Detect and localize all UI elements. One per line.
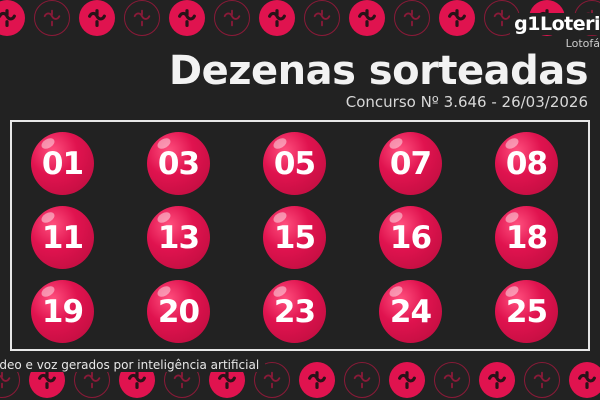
number-ball: 23	[263, 280, 326, 343]
dollar-coin-icon	[349, 0, 385, 36]
number-ball: 13	[147, 206, 210, 269]
number-ball: 01	[31, 132, 94, 195]
dollar-coin-icon	[214, 0, 250, 36]
dollar-coin-icon	[439, 0, 475, 36]
contest-info: Concurso Nº 3.646 - 26/03/2026	[345, 93, 588, 111]
dollar-coin-icon	[259, 0, 295, 36]
dollar-coin-icon	[434, 362, 470, 398]
dollar-coin-icon	[79, 0, 115, 36]
number-ball: 11	[31, 206, 94, 269]
dollar-coin-icon	[124, 0, 160, 36]
numbers-panel	[10, 120, 590, 351]
page-title: Dezenas sorteadas	[168, 48, 589, 94]
number-ball: 08	[495, 132, 558, 195]
dollar-coin-icon	[524, 362, 560, 398]
number-ball: 24	[379, 280, 442, 343]
number-ball: 15	[263, 206, 326, 269]
dollar-coin-icon	[479, 362, 515, 398]
dollar-coin-icon	[389, 362, 425, 398]
dollar-coin-icon	[344, 362, 380, 398]
number-ball: 05	[263, 132, 326, 195]
dollar-coin-icon	[299, 362, 335, 398]
dollar-coin-icon	[569, 362, 600, 398]
dollar-coin-icon	[0, 0, 25, 36]
number-ball: 18	[495, 206, 558, 269]
number-ball: 20	[147, 280, 210, 343]
number-ball: 16	[379, 206, 442, 269]
ai-disclaimer: ídeo e voz gerados por inteligência arti…	[0, 358, 266, 372]
number-ball: 25	[495, 280, 558, 343]
dollar-coin-icon	[34, 0, 70, 36]
brand-logo: g1Loteri	[510, 13, 600, 35]
dollar-coin-icon	[394, 0, 430, 36]
number-ball: 19	[31, 280, 94, 343]
game-name: Lotofá	[565, 37, 600, 50]
dollar-coin-icon	[254, 362, 290, 398]
dollar-coin-icon	[304, 0, 340, 36]
number-ball: 03	[147, 132, 210, 195]
number-ball: 07	[379, 132, 442, 195]
dollar-coin-icon	[169, 0, 205, 36]
